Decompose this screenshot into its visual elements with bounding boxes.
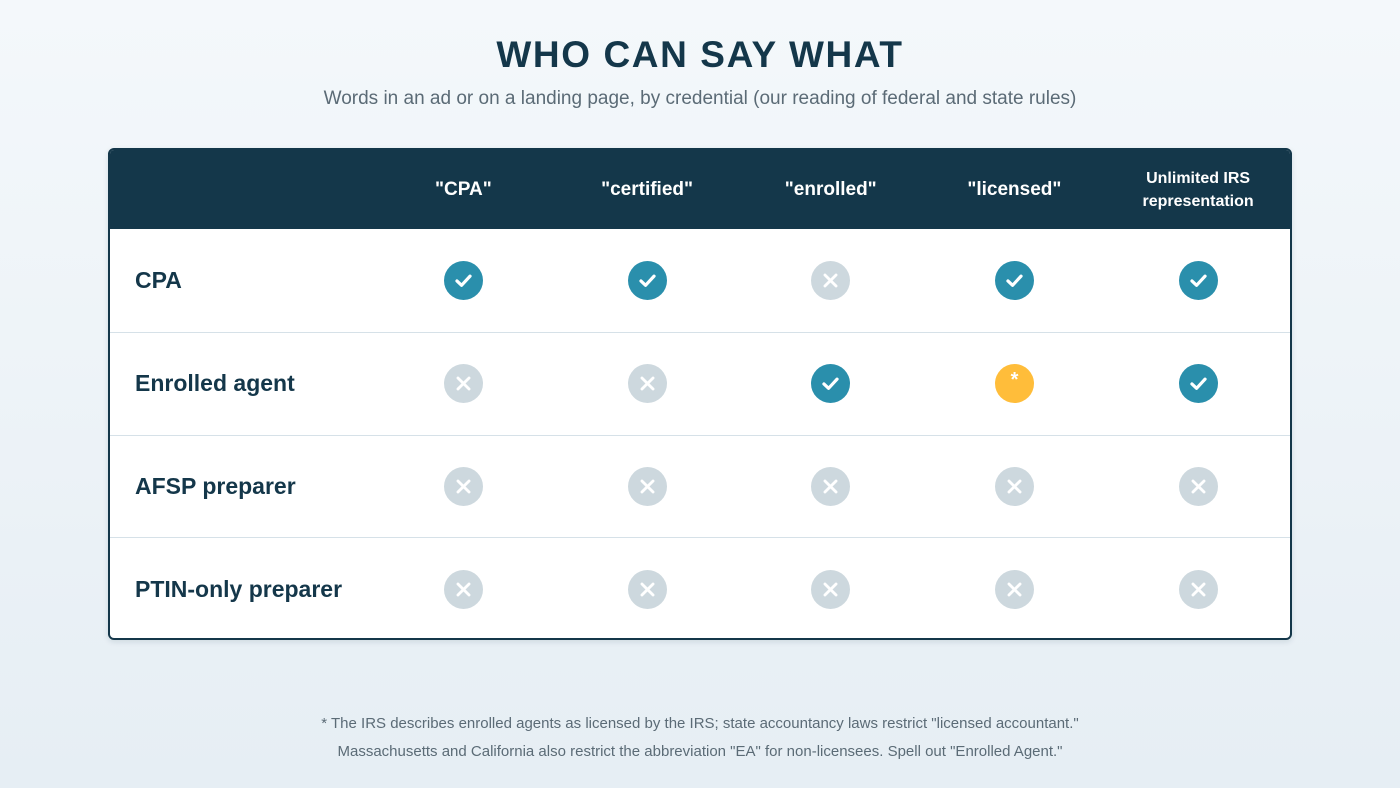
table-cell [372, 364, 556, 404]
table-cell [923, 569, 1107, 609]
column-header-enrolled: "enrolled" [784, 178, 877, 200]
table-cell [372, 569, 556, 609]
table-cell [1106, 569, 1290, 609]
table-row: CPA [110, 229, 1290, 332]
table-cell [739, 466, 923, 506]
table-cell [739, 364, 923, 404]
x-circle-icon [627, 364, 667, 404]
table-cell [372, 466, 556, 506]
x-circle-icon [443, 466, 483, 506]
x-circle-icon [995, 569, 1034, 609]
table-cell [1106, 364, 1290, 404]
check-circle-icon [1178, 364, 1218, 404]
x-circle-icon [627, 466, 667, 506]
table-cell [555, 260, 739, 300]
column-header-irs-representation: Unlimited IRS representation [1142, 169, 1254, 210]
column-header-cpa: "CPA" [435, 178, 492, 200]
row-label: PTIN-only preparer [135, 575, 343, 602]
page-subtitle: Words in an ad or on a landing page, by … [323, 88, 1077, 109]
table-row: AFSP preparer [110, 434, 1290, 538]
table-body: CPA Enrolled agent * AFSP preparer PTIN-only… [110, 229, 1290, 638]
check-circle-icon [995, 260, 1034, 300]
table-cell [555, 364, 739, 404]
table-cell [372, 260, 556, 300]
table-row: Enrolled agent * [110, 331, 1290, 435]
table-cell [1106, 466, 1290, 506]
x-circle-icon [443, 569, 483, 609]
x-circle-icon [811, 466, 851, 506]
table-cell [923, 260, 1107, 300]
x-circle-icon [995, 466, 1034, 506]
x-circle-icon [1178, 569, 1218, 609]
table-header: "CPA" "certified" "enrolled" "licensed" … [110, 150, 1290, 229]
x-circle-icon [811, 569, 851, 609]
footnote: * The IRS describes enrolled agents as l… [0, 710, 1400, 766]
table-cell [923, 466, 1107, 506]
page-title: WHO CAN SAY WHAT [496, 34, 904, 75]
check-circle-icon [627, 260, 667, 300]
row-label: Enrolled agent [135, 370, 295, 397]
table-cell [739, 260, 923, 300]
check-circle-icon [1178, 260, 1218, 300]
table-cell: * [923, 364, 1107, 404]
check-circle-icon [443, 260, 483, 300]
column-header-licensed: "licensed" [967, 178, 1062, 200]
table-cell [555, 569, 739, 609]
check-circle-icon [811, 364, 851, 404]
footnote-line-2: Massachusetts and California also restri… [337, 743, 1063, 760]
asterisk-circle-icon: * [995, 364, 1034, 404]
table-row: PTIN-only preparer [110, 537, 1290, 638]
footnote-line-1: * The IRS describes enrolled agents as l… [321, 715, 1079, 732]
column-header-certified: "certified" [601, 178, 694, 200]
credential-table: "CPA" "certified" "enrolled" "licensed" … [108, 148, 1292, 640]
x-circle-icon [627, 569, 667, 609]
table-cell [555, 466, 739, 506]
table-cell [1106, 260, 1290, 300]
x-circle-icon [443, 364, 483, 404]
table-cell [739, 569, 923, 609]
x-circle-icon [811, 260, 851, 300]
row-label: AFSP preparer [135, 472, 296, 499]
row-label: CPA [135, 266, 182, 293]
x-circle-icon [1178, 466, 1218, 506]
